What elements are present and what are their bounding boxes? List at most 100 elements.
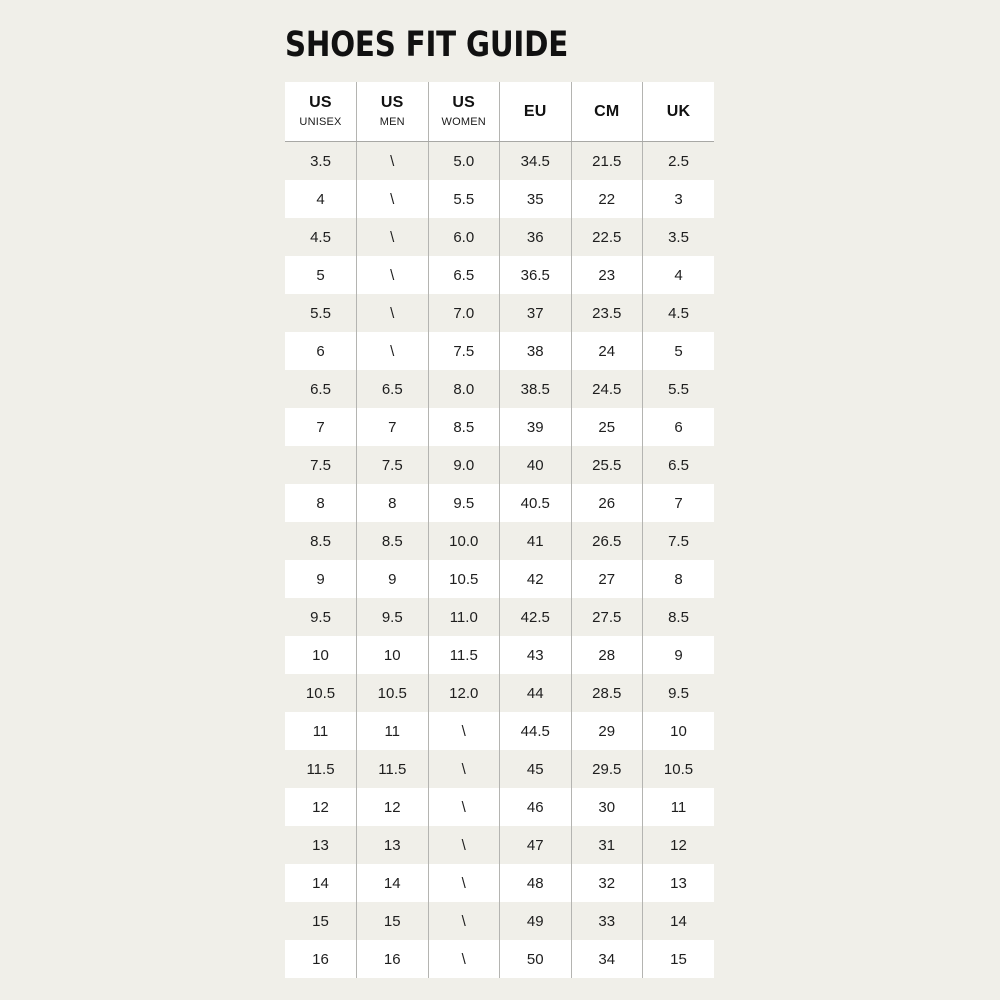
size-cell: 30 [571, 788, 643, 826]
size-cell: 36 [499, 218, 572, 256]
size-cell: 9.0 [428, 446, 500, 484]
size-cell-unavailable: \ [356, 256, 429, 294]
table-row: 9.5 9.5 11.0 42.5 27.5 8.5 [285, 598, 714, 636]
column-header-main: US [452, 94, 476, 111]
size-cell: 15 [642, 940, 714, 978]
size-cell: 4 [642, 256, 714, 294]
size-cell: 40 [499, 446, 572, 484]
size-cell: 9 [285, 560, 357, 598]
size-cell: 10.5 [642, 750, 714, 788]
table-row: 10 10 11.5 43 28 9 [285, 636, 714, 674]
size-cell: 7.5 [285, 446, 357, 484]
size-cell: 8 [642, 560, 714, 598]
size-cell: 9.5 [356, 598, 429, 636]
column-header-sub: UNISEX [299, 116, 342, 128]
size-cell: 46 [499, 788, 572, 826]
size-cell: 10.5 [428, 560, 500, 598]
size-cell: 6.5 [356, 370, 429, 408]
table-row: 4 \ 5.5 35 22 3 [285, 180, 714, 218]
size-cell: 11.0 [428, 598, 500, 636]
size-cell: 16 [285, 940, 357, 978]
size-cell: 5 [642, 332, 714, 370]
size-cell: 49 [499, 902, 572, 940]
table-row: 11.5 11.5 \ 45 29.5 10.5 [285, 750, 714, 788]
size-cell: 39 [499, 408, 572, 446]
size-cell: 31 [571, 826, 643, 864]
size-cell-unavailable: \ [356, 180, 429, 218]
size-cell: 14 [356, 864, 429, 902]
table-row: 6 \ 7.5 38 24 5 [285, 332, 714, 370]
size-cell: 12.0 [428, 674, 500, 712]
size-cell: 8.0 [428, 370, 500, 408]
size-cell: 11 [642, 788, 714, 826]
size-cell: 11.5 [285, 750, 357, 788]
size-cell: 11 [285, 712, 357, 750]
column-header-us-women: US WOMEN [428, 82, 500, 142]
size-cell: 24.5 [571, 370, 643, 408]
size-cell: 5.5 [642, 370, 714, 408]
column-header-stack: UK [643, 103, 714, 120]
table-row: 3.5 \ 5.0 34.5 21.5 2.5 [285, 141, 714, 180]
size-cell: 33 [571, 902, 643, 940]
size-cell: 9.5 [285, 598, 357, 636]
size-cell-unavailable: \ [356, 218, 429, 256]
column-header-stack: CM [572, 103, 643, 120]
column-header-sub: MEN [379, 116, 405, 128]
column-header-main: US [309, 94, 332, 111]
size-cell: 5.5 [428, 180, 500, 218]
size-cell-unavailable: \ [356, 141, 429, 180]
size-cell: 14 [285, 864, 357, 902]
size-cell: 50 [499, 940, 572, 978]
size-cell: 29 [571, 712, 643, 750]
size-cell: 13 [642, 864, 714, 902]
column-header-uk: UK [642, 82, 714, 142]
size-cell: 36.5 [499, 256, 572, 294]
table-header-row: US UNISEX US MEN US WOMEN EU CM UK [285, 82, 714, 142]
column-header-main: US [380, 94, 404, 111]
size-cell: 26 [571, 484, 643, 522]
size-cell: 6.5 [642, 446, 714, 484]
size-cell-unavailable: \ [428, 902, 500, 940]
size-cell-unavailable: \ [356, 294, 429, 332]
size-cell: 29.5 [571, 750, 643, 788]
size-cell: 7 [642, 484, 714, 522]
size-cell: 6.5 [285, 370, 357, 408]
size-cell: 11 [356, 712, 429, 750]
table-row: 10.5 10.5 12.0 44 28.5 9.5 [285, 674, 714, 712]
size-cell: 7.0 [428, 294, 500, 332]
table-row: 15 15 \ 49 33 14 [285, 902, 714, 940]
size-cell: 6 [642, 408, 714, 446]
size-cell: 10 [356, 636, 429, 674]
size-cell: 8.5 [642, 598, 714, 636]
size-cell: 16 [356, 940, 429, 978]
table-row: 9 9 10.5 42 27 8 [285, 560, 714, 598]
table-row: 7.5 7.5 9.0 40 25.5 6.5 [285, 446, 714, 484]
column-header-eu: EU [499, 82, 572, 142]
size-cell: 2.5 [642, 141, 714, 180]
column-header-cm: CM [571, 82, 643, 142]
size-cell: 34 [571, 940, 643, 978]
size-cell: 47 [499, 826, 572, 864]
size-cell: 38.5 [499, 370, 572, 408]
size-cell: 25.5 [571, 446, 643, 484]
size-cell: 4 [285, 180, 357, 218]
size-cell: 7 [285, 408, 357, 446]
size-cell: 5.0 [428, 141, 500, 180]
table-row: 4.5 \ 6.0 36 22.5 3.5 [285, 218, 714, 256]
size-cell-unavailable: \ [428, 826, 500, 864]
table-row: 5 \ 6.5 36.5 23 4 [285, 256, 714, 294]
size-cell: 32 [571, 864, 643, 902]
size-cell: 28.5 [571, 674, 643, 712]
size-cell: 12 [285, 788, 357, 826]
size-cell: 5 [285, 256, 357, 294]
size-cell: 12 [356, 788, 429, 826]
size-cell: 10.5 [285, 674, 357, 712]
size-cell: 6.5 [428, 256, 500, 294]
size-cell: 9.5 [642, 674, 714, 712]
column-header-stack: US UNISEX [285, 95, 356, 128]
table-body: 3.5 \ 5.0 34.5 21.5 2.5 4 \ 5.5 35 22 3 4.5 \ 6.0 36 22.… [285, 141, 714, 978]
size-cell: 10 [285, 636, 357, 674]
size-cell: 14 [642, 902, 714, 940]
size-cell: 10.5 [356, 674, 429, 712]
